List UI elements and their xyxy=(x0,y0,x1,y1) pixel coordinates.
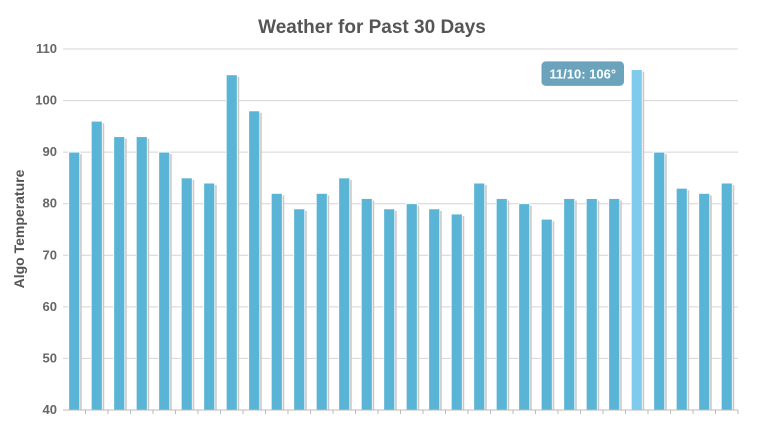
tooltip-box xyxy=(540,59,626,88)
y-tick-label: 70 xyxy=(43,247,57,262)
bar xyxy=(68,151,81,411)
bar xyxy=(293,208,306,411)
bar xyxy=(450,213,463,411)
chart-title: Weather for Past 30 Days xyxy=(258,17,486,38)
bar xyxy=(608,198,621,411)
bar xyxy=(698,192,711,411)
y-axis-label: Algo Temperature xyxy=(11,169,27,288)
bar-highlighted xyxy=(630,69,643,411)
gridlines xyxy=(63,48,738,411)
bar xyxy=(563,198,576,411)
bar xyxy=(158,151,171,411)
tooltip: 11/10: 106° xyxy=(540,59,626,88)
bar xyxy=(720,182,733,411)
bar xyxy=(428,208,441,411)
bar xyxy=(675,187,688,411)
bar xyxy=(540,218,553,411)
bar xyxy=(180,177,193,411)
y-tick-label: 80 xyxy=(43,196,57,211)
bar xyxy=(315,192,328,411)
bar xyxy=(225,74,238,411)
y-tick-label: 90 xyxy=(43,144,57,159)
bar xyxy=(518,203,531,411)
y-tick-labels: 40 50 60 70 80 90 100 110 xyxy=(35,41,57,417)
bar xyxy=(113,136,126,411)
bar xyxy=(338,177,351,411)
x-axis xyxy=(63,409,739,414)
bar xyxy=(405,203,418,411)
y-tick-label: 40 xyxy=(43,402,57,417)
y-tick-label: 50 xyxy=(43,350,57,365)
bar xyxy=(653,151,666,411)
y-tick-label: 100 xyxy=(35,93,57,108)
bar xyxy=(248,110,261,411)
bar xyxy=(585,198,598,411)
bar xyxy=(495,198,508,411)
bars xyxy=(68,69,735,411)
bar xyxy=(203,182,216,411)
bar xyxy=(473,182,486,411)
tooltip-text: 11/10: 106° xyxy=(549,67,616,82)
bar xyxy=(383,208,396,411)
y-tick-label: 110 xyxy=(36,41,57,56)
bar xyxy=(135,136,148,411)
y-tick-label: 60 xyxy=(43,299,57,314)
bar xyxy=(270,192,283,411)
bar xyxy=(360,198,373,411)
bar xyxy=(90,120,103,411)
